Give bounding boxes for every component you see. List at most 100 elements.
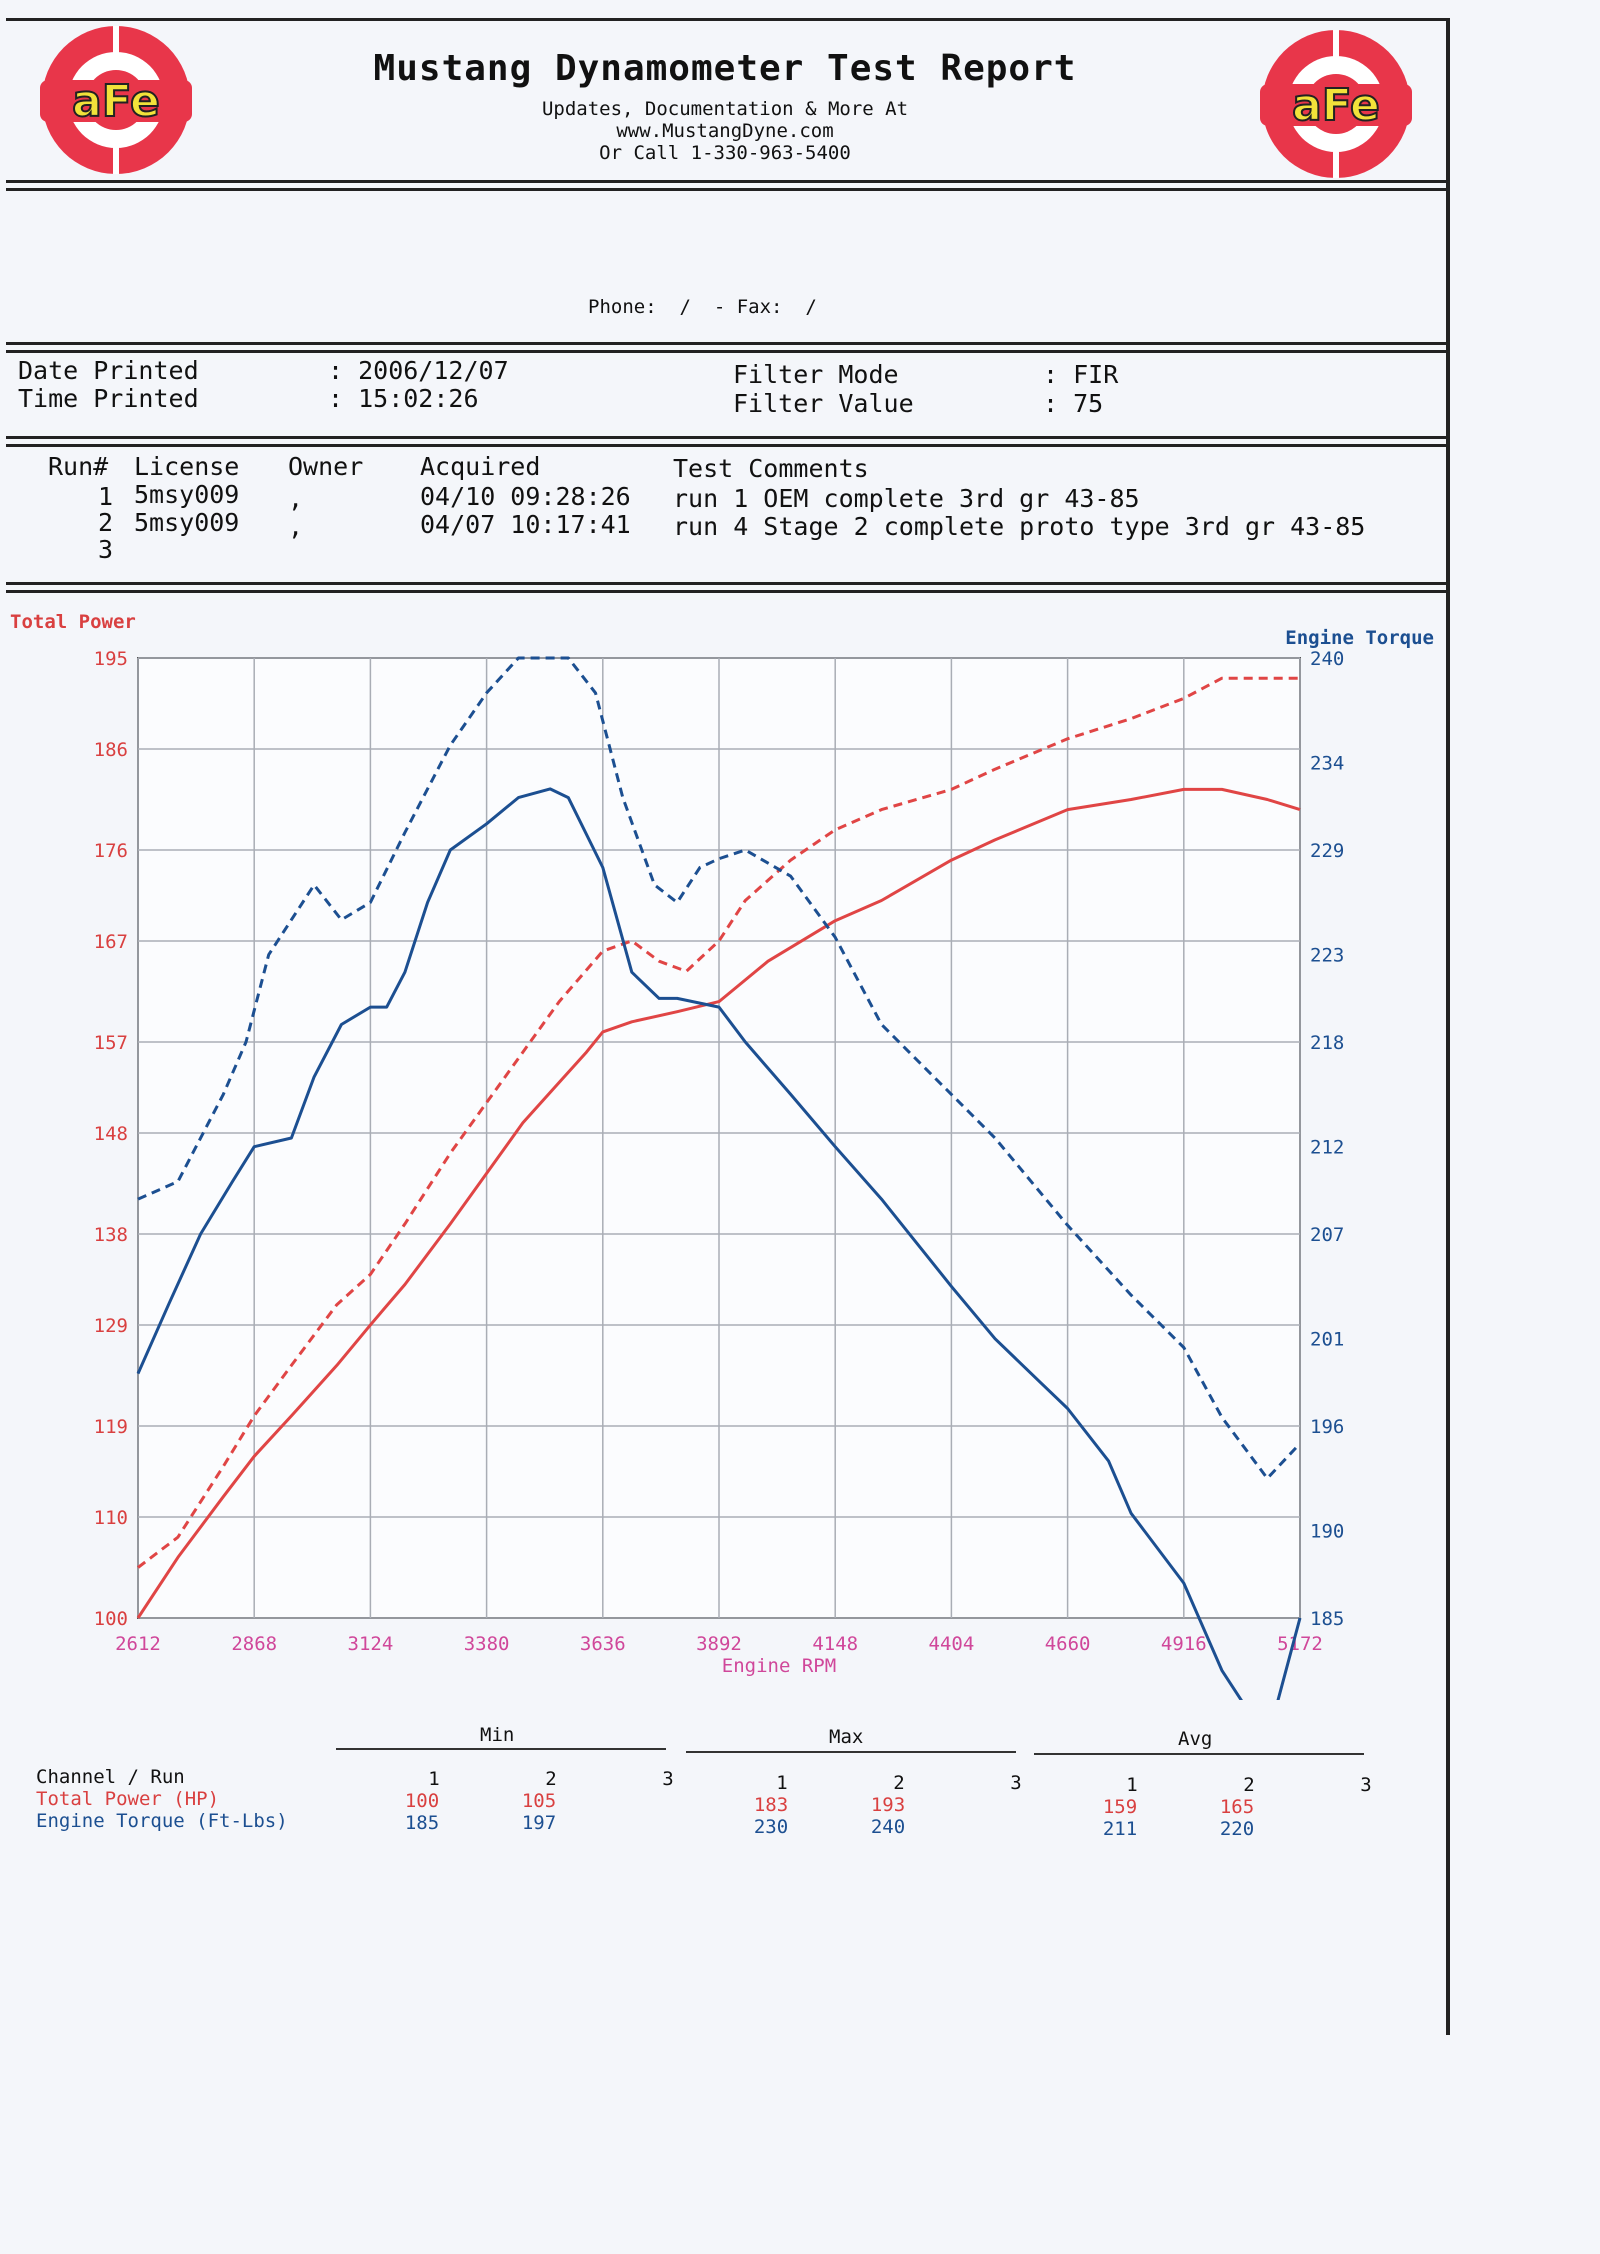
- runs-header-comments: Test Comments: [673, 454, 869, 483]
- divider: [6, 582, 1450, 585]
- max-power-run1: 183: [753, 1794, 789, 1816]
- right-tick-label: 229: [1310, 840, 1344, 862]
- x-tick-label: 4404: [929, 1633, 975, 1655]
- run-label: 3: [662, 1768, 674, 1790]
- run-label: 3: [1010, 1772, 1022, 1794]
- avg-power-run2: 165: [1219, 1796, 1255, 1818]
- filter-mode-value: : FIR: [1043, 360, 1119, 389]
- report-title: Mustang Dynamometer Test Report: [373, 48, 1077, 89]
- group-underline: [686, 1751, 1016, 1753]
- time-printed-label: Time Printed: [18, 384, 199, 413]
- left-tick-label: 176: [94, 840, 128, 862]
- x-tick-label: 4660: [1045, 1633, 1091, 1655]
- channel-header: Channel / Run: [36, 1766, 185, 1788]
- runs-header-run: Run#: [48, 452, 109, 481]
- logo-text: aFe: [1292, 80, 1380, 131]
- right-tick-label: 185: [1310, 1608, 1344, 1630]
- logo-text: aFe: [72, 76, 160, 127]
- x-tick-label: 2612: [115, 1633, 161, 1655]
- run-label: 3: [1360, 1774, 1372, 1796]
- min-power-run2: 105: [521, 1790, 557, 1812]
- right-tick-label: 201: [1310, 1329, 1344, 1351]
- run-label: 1: [428, 1768, 440, 1790]
- avg-power-run1: 159: [1102, 1796, 1138, 1818]
- max-torque-run1: 230: [753, 1816, 789, 1838]
- run-label: 2: [1243, 1774, 1255, 1796]
- filter-mode-label: Filter Mode: [733, 360, 899, 389]
- runs-header-license: License: [134, 452, 240, 481]
- torque-run-1-line: [136, 787, 1302, 1700]
- run-owner: ,: [288, 512, 304, 541]
- run-acquired: 04/07 10:17:41: [420, 510, 631, 539]
- header-line-2: www.MustangDyne.com: [616, 120, 834, 142]
- left-tick-label: 110: [94, 1507, 128, 1529]
- power-run-1-line: [136, 787, 1301, 1619]
- min-power-run1: 100: [404, 1790, 440, 1812]
- x-tick-label: 3380: [464, 1633, 510, 1655]
- left-tick-label: 100: [94, 1608, 128, 1630]
- header-line-3: Or Call 1-330-963-5400: [599, 142, 851, 164]
- group-label-min: Min: [480, 1724, 515, 1746]
- run-license: 5msy009: [134, 480, 240, 509]
- left-tick-label: 157: [94, 1032, 128, 1054]
- report-frame: [6, 18, 1450, 2035]
- filter-value-label: Filter Value: [733, 389, 914, 418]
- left-tick-label: 186: [94, 739, 128, 761]
- run-comments: run 4 Stage 2 complete proto type 3rd gr…: [673, 512, 1366, 541]
- left-axis-title: Total Power: [10, 611, 136, 633]
- run-label: 1: [1126, 1774, 1138, 1796]
- run-label: 1: [776, 1772, 788, 1794]
- group-underline: [336, 1748, 666, 1750]
- min-torque-run2: 197: [521, 1812, 557, 1834]
- divider: [6, 444, 1450, 447]
- date-printed-label: Date Printed: [18, 356, 199, 385]
- channel-total-power: Total Power (HP): [36, 1788, 220, 1810]
- contact-line: Phone: / - Fax: /: [588, 296, 817, 318]
- left-tick-label: 195: [94, 648, 128, 670]
- right-tick-label: 212: [1310, 1137, 1344, 1159]
- left-tick-label: 148: [94, 1123, 128, 1145]
- max-torque-run2: 240: [870, 1816, 906, 1838]
- torque-run-2-line: [137, 656, 1302, 1480]
- left-tick-label: 167: [94, 931, 128, 953]
- right-axis-title: Engine Torque: [1285, 627, 1434, 649]
- run-number: 3: [98, 535, 114, 564]
- run-acquired: 04/10 09:28:26: [420, 482, 631, 511]
- run-number: 1: [98, 482, 114, 511]
- left-tick-label: 129: [94, 1315, 128, 1337]
- divider: [6, 180, 1450, 183]
- run-label: 2: [893, 1772, 905, 1794]
- afe-logo-left: aFe: [36, 20, 196, 180]
- right-tick-label: 207: [1310, 1224, 1344, 1246]
- left-tick-label: 119: [94, 1416, 128, 1438]
- date-printed-value: : 2006/12/07: [328, 356, 509, 385]
- runs-header-owner: Owner: [288, 452, 364, 481]
- right-tick-label: 234: [1310, 753, 1344, 775]
- avg-torque-run1: 211: [1102, 1818, 1138, 1840]
- header-line-1: Updates, Documentation & More At: [541, 98, 909, 120]
- run-label: 2: [545, 1768, 557, 1790]
- run-number: 2: [98, 508, 114, 537]
- group-label-max: Max: [829, 1726, 864, 1748]
- right-tick-label: 223: [1310, 945, 1344, 967]
- left-tick-label: 138: [94, 1224, 128, 1246]
- divider: [6, 436, 1450, 439]
- divider: [6, 188, 1450, 191]
- max-power-run2: 193: [870, 1794, 906, 1816]
- x-tick-label: 3636: [580, 1633, 626, 1655]
- avg-torque-run2: 220: [1219, 1818, 1255, 1840]
- x-tick-label: 5172: [1277, 1633, 1323, 1655]
- divider: [6, 350, 1450, 353]
- power-run-2-line: [137, 676, 1300, 1569]
- group-label-avg: Avg: [1178, 1728, 1213, 1750]
- dyno-chart: 2612 2868 3124 3380 3636 3892 4148 4404 4660 4916…: [10, 611, 1434, 1700]
- run-owner: ,: [288, 484, 304, 513]
- min-torque-run1: 185: [404, 1812, 440, 1834]
- x-tick-label: 3892: [696, 1633, 742, 1655]
- right-tick-label: 190: [1310, 1521, 1344, 1543]
- divider: [6, 342, 1450, 345]
- filter-value-value: : 75: [1043, 389, 1104, 418]
- afe-logo-right: aFe: [1256, 24, 1416, 184]
- right-tick-label: 240: [1310, 648, 1344, 670]
- x-axis-title: Engine RPM: [722, 1655, 836, 1677]
